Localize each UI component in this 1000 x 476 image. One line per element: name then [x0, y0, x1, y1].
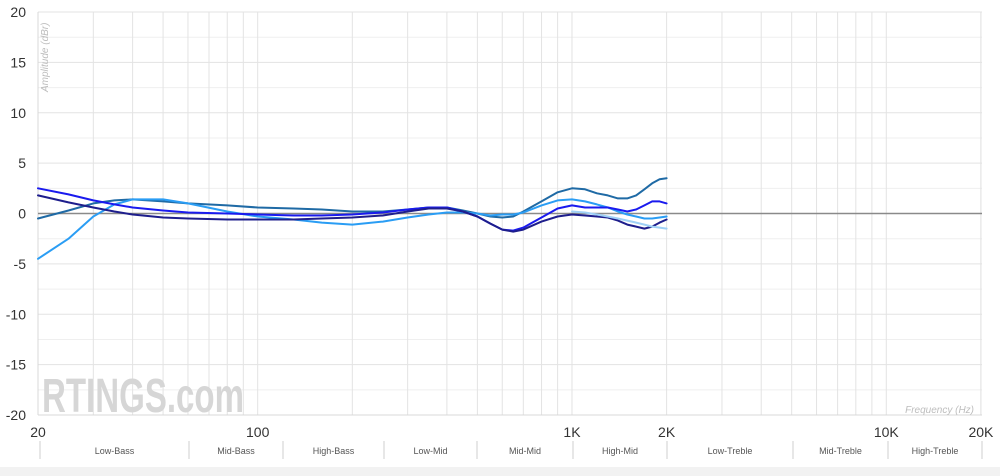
y-tick-label: -20 — [6, 407, 26, 423]
x-axis-ticks: 20 100 1K 2K 10K 20K — [30, 424, 994, 440]
y-tick-label: 0 — [18, 206, 26, 222]
band-label: Mid-Treble — [819, 446, 862, 456]
series-line-5 — [571, 210, 668, 230]
band-label: High-Treble — [912, 446, 959, 456]
band-label: Low-Treble — [708, 446, 753, 456]
x-tick-label: 10K — [874, 424, 900, 440]
grid-lines — [37, 11, 982, 416]
y-tick-label: 10 — [10, 105, 26, 121]
x-tick-label: 2K — [658, 424, 676, 440]
series-line-4 — [37, 194, 668, 233]
y-tick-label: 5 — [18, 155, 26, 171]
frequency-bands: Low-Bass Mid-Bass High-Bass Low-Mid Mid-Mid H… — [39, 441, 983, 459]
x-tick-label: 100 — [246, 424, 270, 440]
y-tick-label: 15 — [10, 54, 26, 70]
y-tick-label: -10 — [6, 306, 26, 322]
series-lines — [37, 177, 668, 260]
y-tick-label: -5 — [14, 256, 27, 272]
y-axis-title: Amplitude (dBr) — [40, 23, 51, 93]
rtings-watermark: RTINGS.com — [42, 370, 244, 423]
y-tick-label: 20 — [10, 4, 26, 20]
series-line-2 — [37, 198, 668, 260]
band-label: Low-Mid — [413, 446, 447, 456]
band-label: High-Bass — [313, 446, 355, 456]
band-label: Mid-Mid — [509, 446, 541, 456]
band-label: Mid-Bass — [217, 446, 255, 456]
y-axis-ticks: 20 15 10 5 0 -5 -10 -15 -20 — [6, 4, 26, 423]
footer-band — [0, 467, 1000, 476]
x-axis-title: Frequency (Hz) — [905, 405, 974, 416]
band-label: Low-Bass — [95, 446, 135, 456]
x-tick-label: 20K — [968, 424, 994, 440]
band-label: High-Mid — [602, 446, 638, 456]
x-tick-label: 1K — [563, 424, 581, 440]
x-tick-label: 20 — [30, 424, 46, 440]
y-tick-label: -15 — [6, 357, 26, 373]
